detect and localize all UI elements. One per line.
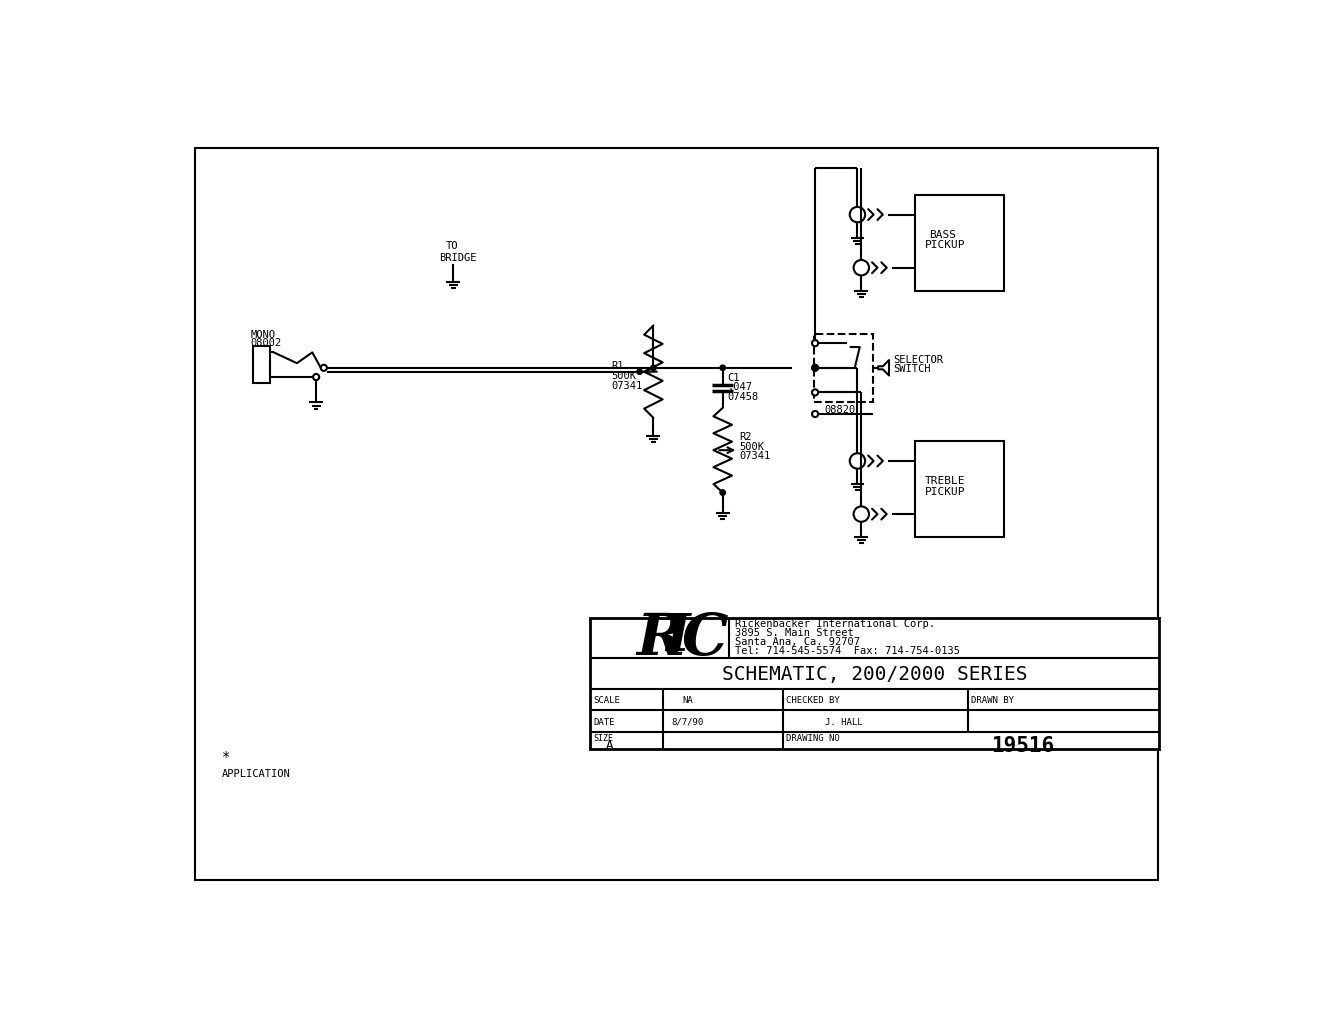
Circle shape (812, 412, 818, 418)
Circle shape (719, 366, 726, 371)
Circle shape (636, 370, 643, 375)
Text: SCALE: SCALE (594, 696, 620, 704)
Text: C1: C1 (727, 373, 739, 383)
Text: A: A (606, 738, 614, 751)
Text: PICKUP: PICKUP (924, 486, 965, 496)
Text: 07341: 07341 (739, 450, 771, 461)
Text: 08002: 08002 (251, 337, 282, 347)
Text: 08820: 08820 (824, 406, 855, 415)
Bar (590, 619, 1159, 749)
Text: BASS: BASS (929, 229, 956, 239)
Text: *: * (222, 750, 231, 764)
Text: DRAWING NO: DRAWING NO (785, 734, 840, 742)
Circle shape (812, 340, 818, 346)
Text: CHECKED BY: CHECKED BY (785, 696, 840, 704)
Text: .047: .047 (727, 382, 752, 392)
Text: NA: NA (682, 696, 693, 704)
Circle shape (651, 366, 656, 371)
Text: Rickenbacker International Corp.: Rickenbacker International Corp. (735, 619, 935, 628)
Bar (813, 334, 873, 403)
Text: R1: R1 (611, 361, 623, 371)
Text: DRAWN BY: DRAWN BY (970, 696, 1014, 704)
Text: 19516: 19516 (990, 736, 1053, 755)
Circle shape (812, 366, 818, 372)
Bar (915, 196, 1003, 291)
Text: 07341: 07341 (611, 380, 643, 390)
Text: TREBLE: TREBLE (924, 476, 965, 485)
Bar (915, 441, 1003, 538)
Text: SELECTOR: SELECTOR (894, 355, 944, 364)
Text: C: C (681, 610, 727, 666)
Circle shape (719, 490, 726, 496)
Text: 3895 S. Main Street: 3895 S. Main Street (735, 628, 854, 637)
Bar (253, 346, 271, 384)
Text: SCHEMATIC, 200/2000 SERIES: SCHEMATIC, 200/2000 SERIES (722, 664, 1027, 684)
Text: I: I (665, 610, 690, 661)
Circle shape (812, 366, 818, 371)
Circle shape (812, 390, 818, 396)
Text: 500K: 500K (611, 371, 636, 380)
Text: J. HALL: J. HALL (825, 717, 863, 726)
Text: 8/7/90: 8/7/90 (671, 717, 704, 726)
Circle shape (313, 375, 319, 381)
Text: BRIDGE: BRIDGE (440, 253, 477, 263)
Text: Santa Ana, Ca. 92707: Santa Ana, Ca. 92707 (735, 637, 861, 647)
Text: DATE: DATE (594, 717, 615, 726)
Text: 500K: 500K (739, 441, 764, 451)
Circle shape (321, 366, 327, 372)
Text: PICKUP: PICKUP (924, 240, 965, 250)
Text: SWITCH: SWITCH (894, 364, 931, 374)
Text: TO: TO (446, 242, 458, 252)
Text: APPLICATION: APPLICATION (222, 768, 290, 779)
Text: SIZE: SIZE (594, 734, 614, 742)
Text: MONO: MONO (251, 330, 276, 339)
Text: Tel: 714-545-5574  Fax: 714-754-0135: Tel: 714-545-5574 Fax: 714-754-0135 (735, 646, 960, 656)
Text: R: R (636, 610, 685, 666)
Text: 07458: 07458 (727, 391, 759, 401)
Text: R2: R2 (739, 432, 752, 442)
